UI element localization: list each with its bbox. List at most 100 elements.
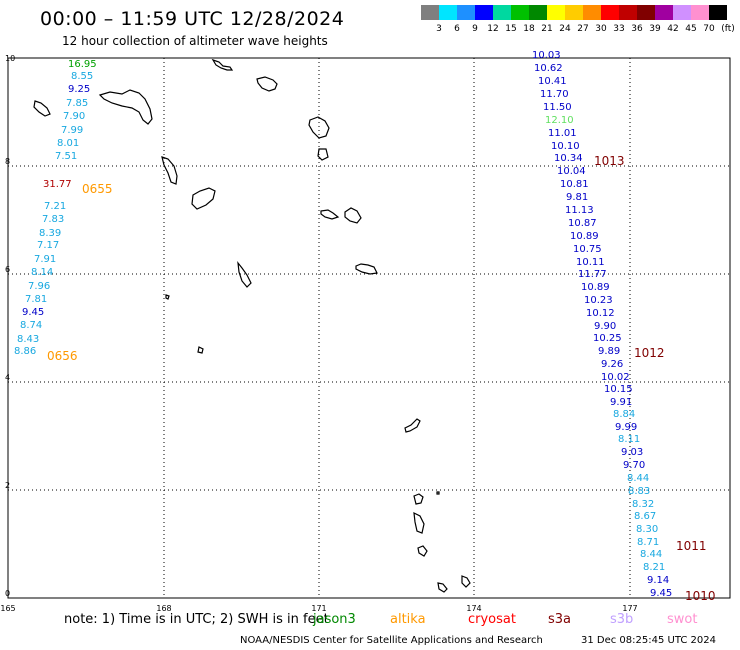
swh-reading: 9.70	[623, 460, 645, 471]
swh-reading: 8.84	[613, 409, 635, 420]
satellite-label: swot	[667, 612, 698, 627]
swh-reading: 7.81	[25, 294, 47, 305]
swh-reading: 10.25	[593, 333, 622, 344]
swh-reading: 8.83	[628, 486, 650, 497]
lat-tick-label: 0	[5, 589, 10, 598]
island-outline	[404, 418, 421, 433]
swh-reading: 10.03	[532, 50, 561, 61]
swh-reading: 7.99	[61, 125, 83, 136]
swh-reading: 10.81	[560, 179, 589, 190]
swh-reading: 11.13	[565, 205, 594, 216]
legend-label: 70	[703, 24, 715, 34]
swh-reading: 11.77	[578, 269, 607, 280]
legend-swatch	[421, 5, 439, 20]
swh-reading: 10.75	[573, 244, 602, 255]
lon-tick-label: 168	[156, 604, 171, 613]
pass-time-label: 0655	[82, 182, 113, 196]
swh-reading: 11.70	[540, 89, 569, 100]
legend-swatch	[709, 5, 727, 20]
island-outline	[436, 491, 440, 495]
swh-reading: 10.62	[534, 63, 563, 74]
swh-reading: 7.83	[42, 214, 64, 225]
legend-swatch	[511, 5, 529, 20]
legend-label: 24	[559, 24, 571, 34]
legend-swatch	[655, 5, 673, 20]
island-outline	[98, 89, 153, 125]
swh-reading: 9.90	[594, 321, 616, 332]
swh-reading: 10.41	[538, 76, 567, 87]
island-outline	[417, 545, 428, 557]
lon-tick-label: 174	[466, 604, 481, 613]
satellite-label: s3b	[610, 612, 634, 627]
lat-tick-label: 8	[5, 157, 10, 166]
swh-reading: 10.11	[576, 257, 605, 268]
swh-reading: 10.89	[581, 282, 610, 293]
legend-label: 33	[613, 24, 625, 34]
lat-tick-label: 6	[5, 265, 10, 274]
swh-reading: 8.71	[637, 537, 659, 548]
swh-reading: 8.21	[643, 562, 665, 573]
legend-swatch	[673, 5, 691, 20]
legend-label: 27	[577, 24, 589, 34]
island-outline	[256, 76, 278, 92]
swh-reading: 11.01	[548, 128, 577, 139]
island-outline	[33, 100, 51, 117]
island-outline	[320, 209, 340, 220]
pass-time-label: 0656	[47, 349, 78, 363]
swh-reading: 10.34	[554, 153, 583, 164]
swh-reading: 8.74	[20, 320, 42, 331]
pass-time-label: 1013	[594, 154, 625, 168]
page-subtitle: 12 hour collection of altimeter wave hei…	[62, 34, 328, 48]
legend-label: 9	[472, 24, 478, 34]
swh-reading: 7.96	[28, 281, 50, 292]
swh-reading: 8.30	[636, 524, 658, 535]
swh-reading: 9.45	[650, 588, 672, 599]
legend-swatch	[637, 5, 655, 20]
satellite-label: altika	[390, 612, 426, 627]
satellite-label: jason3	[313, 612, 356, 627]
swh-reading: 9.25	[68, 84, 90, 95]
legend-label: 6	[454, 24, 460, 34]
swh-reading: 8.55	[71, 71, 93, 82]
legend-label: 42	[667, 24, 679, 34]
swh-reading: 9.14	[647, 575, 669, 586]
swh-reading: 7.91	[34, 254, 56, 265]
map-frame	[7, 57, 731, 599]
satellite-label: s3a	[548, 612, 572, 627]
island-outline	[308, 116, 330, 139]
pass-time-label: 1010	[685, 589, 716, 603]
island-outline	[437, 582, 448, 593]
legend-swatch	[475, 5, 493, 20]
island-outline	[344, 207, 362, 224]
island-outline	[165, 294, 170, 300]
swh-reading: 11.50	[543, 102, 572, 113]
swh-reading: 9.81	[566, 192, 588, 203]
generated-timestamp: 31 Dec 08:25:45 UTC 2024	[581, 635, 716, 646]
swh-reading: 8.44	[627, 473, 649, 484]
swh-reading: 10.15	[604, 384, 633, 395]
legend-swatch	[565, 5, 583, 20]
swh-reading: 10.02	[601, 372, 630, 383]
swh-reading: 7.17	[37, 240, 59, 251]
swh-reading: 8.44	[640, 549, 662, 560]
swh-reading: 16.95	[68, 59, 97, 70]
legend-swatch	[619, 5, 637, 20]
swh-reading: 8.67	[634, 511, 656, 522]
page-title: 00:00 – 11:59 UTC 12/28/2024	[40, 8, 345, 30]
swh-reading: 10.12	[586, 308, 615, 319]
legend-label: 21	[541, 24, 553, 34]
swh-reading: 10.23	[584, 295, 613, 306]
swh-reading: 9.89	[598, 346, 620, 357]
swh-reading: 8.01	[57, 138, 79, 149]
swh-reading: 7.85	[66, 98, 88, 109]
legend-label: 36	[631, 24, 643, 34]
legend-swatch	[457, 5, 475, 20]
swh-reading: 9.03	[621, 447, 643, 458]
island-outline	[317, 148, 329, 161]
legend-swatch	[691, 5, 709, 20]
legend-label: 39	[649, 24, 661, 34]
legend-swatch	[601, 5, 619, 20]
legend-swatch	[439, 5, 457, 20]
swh-reading: 7.51	[55, 151, 77, 162]
